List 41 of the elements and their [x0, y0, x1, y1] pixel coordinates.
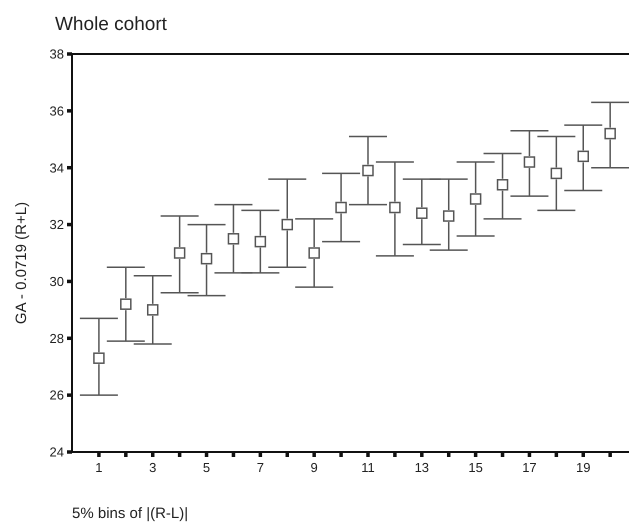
point: [335, 202, 347, 214]
x-tick-label: 5: [202, 460, 210, 475]
y-tick-label: 28: [50, 330, 64, 346]
point: [578, 150, 590, 162]
y-tick-label: 26: [50, 388, 64, 403]
point: [416, 207, 428, 219]
x-tick-label: 15: [468, 460, 483, 475]
point: [200, 252, 212, 264]
y-tick-label: 24: [50, 444, 64, 460]
point: [174, 247, 186, 259]
point: [282, 218, 294, 230]
point: [308, 247, 320, 259]
x-tick-label: 1: [95, 460, 103, 475]
point: [442, 210, 454, 222]
x-axis-title: 5% bins of |(R-L)|: [72, 505, 188, 522]
y-tick-label: 36: [50, 103, 64, 118]
x-tick-label: 7: [256, 460, 264, 475]
point: [146, 304, 158, 316]
point: [93, 352, 105, 364]
x-tick-label: 17: [522, 460, 537, 475]
x-tick-label: 3: [149, 460, 156, 475]
chart-title: Whole cohort: [55, 14, 168, 35]
x-tick-label: 19: [576, 460, 590, 475]
point: [389, 202, 401, 214]
point: [550, 168, 562, 180]
x-tick-label: 9: [310, 460, 318, 475]
point: [604, 128, 616, 140]
point: [496, 179, 508, 191]
point: [524, 156, 536, 168]
x-tick-label: 13: [414, 460, 430, 475]
point: [120, 298, 132, 310]
y-tick-label: 38: [50, 46, 64, 62]
point: [362, 164, 374, 176]
x-tick-label: 11: [361, 460, 375, 475]
y-tick-label: 34: [50, 160, 64, 176]
y-axis-title: GA - 0.0719 (R+L): [13, 202, 30, 324]
y-tick-label: 30: [50, 274, 64, 289]
y-tick-label: 32: [50, 217, 64, 232]
point: [228, 233, 240, 245]
point: [254, 236, 266, 248]
point: [470, 193, 482, 205]
